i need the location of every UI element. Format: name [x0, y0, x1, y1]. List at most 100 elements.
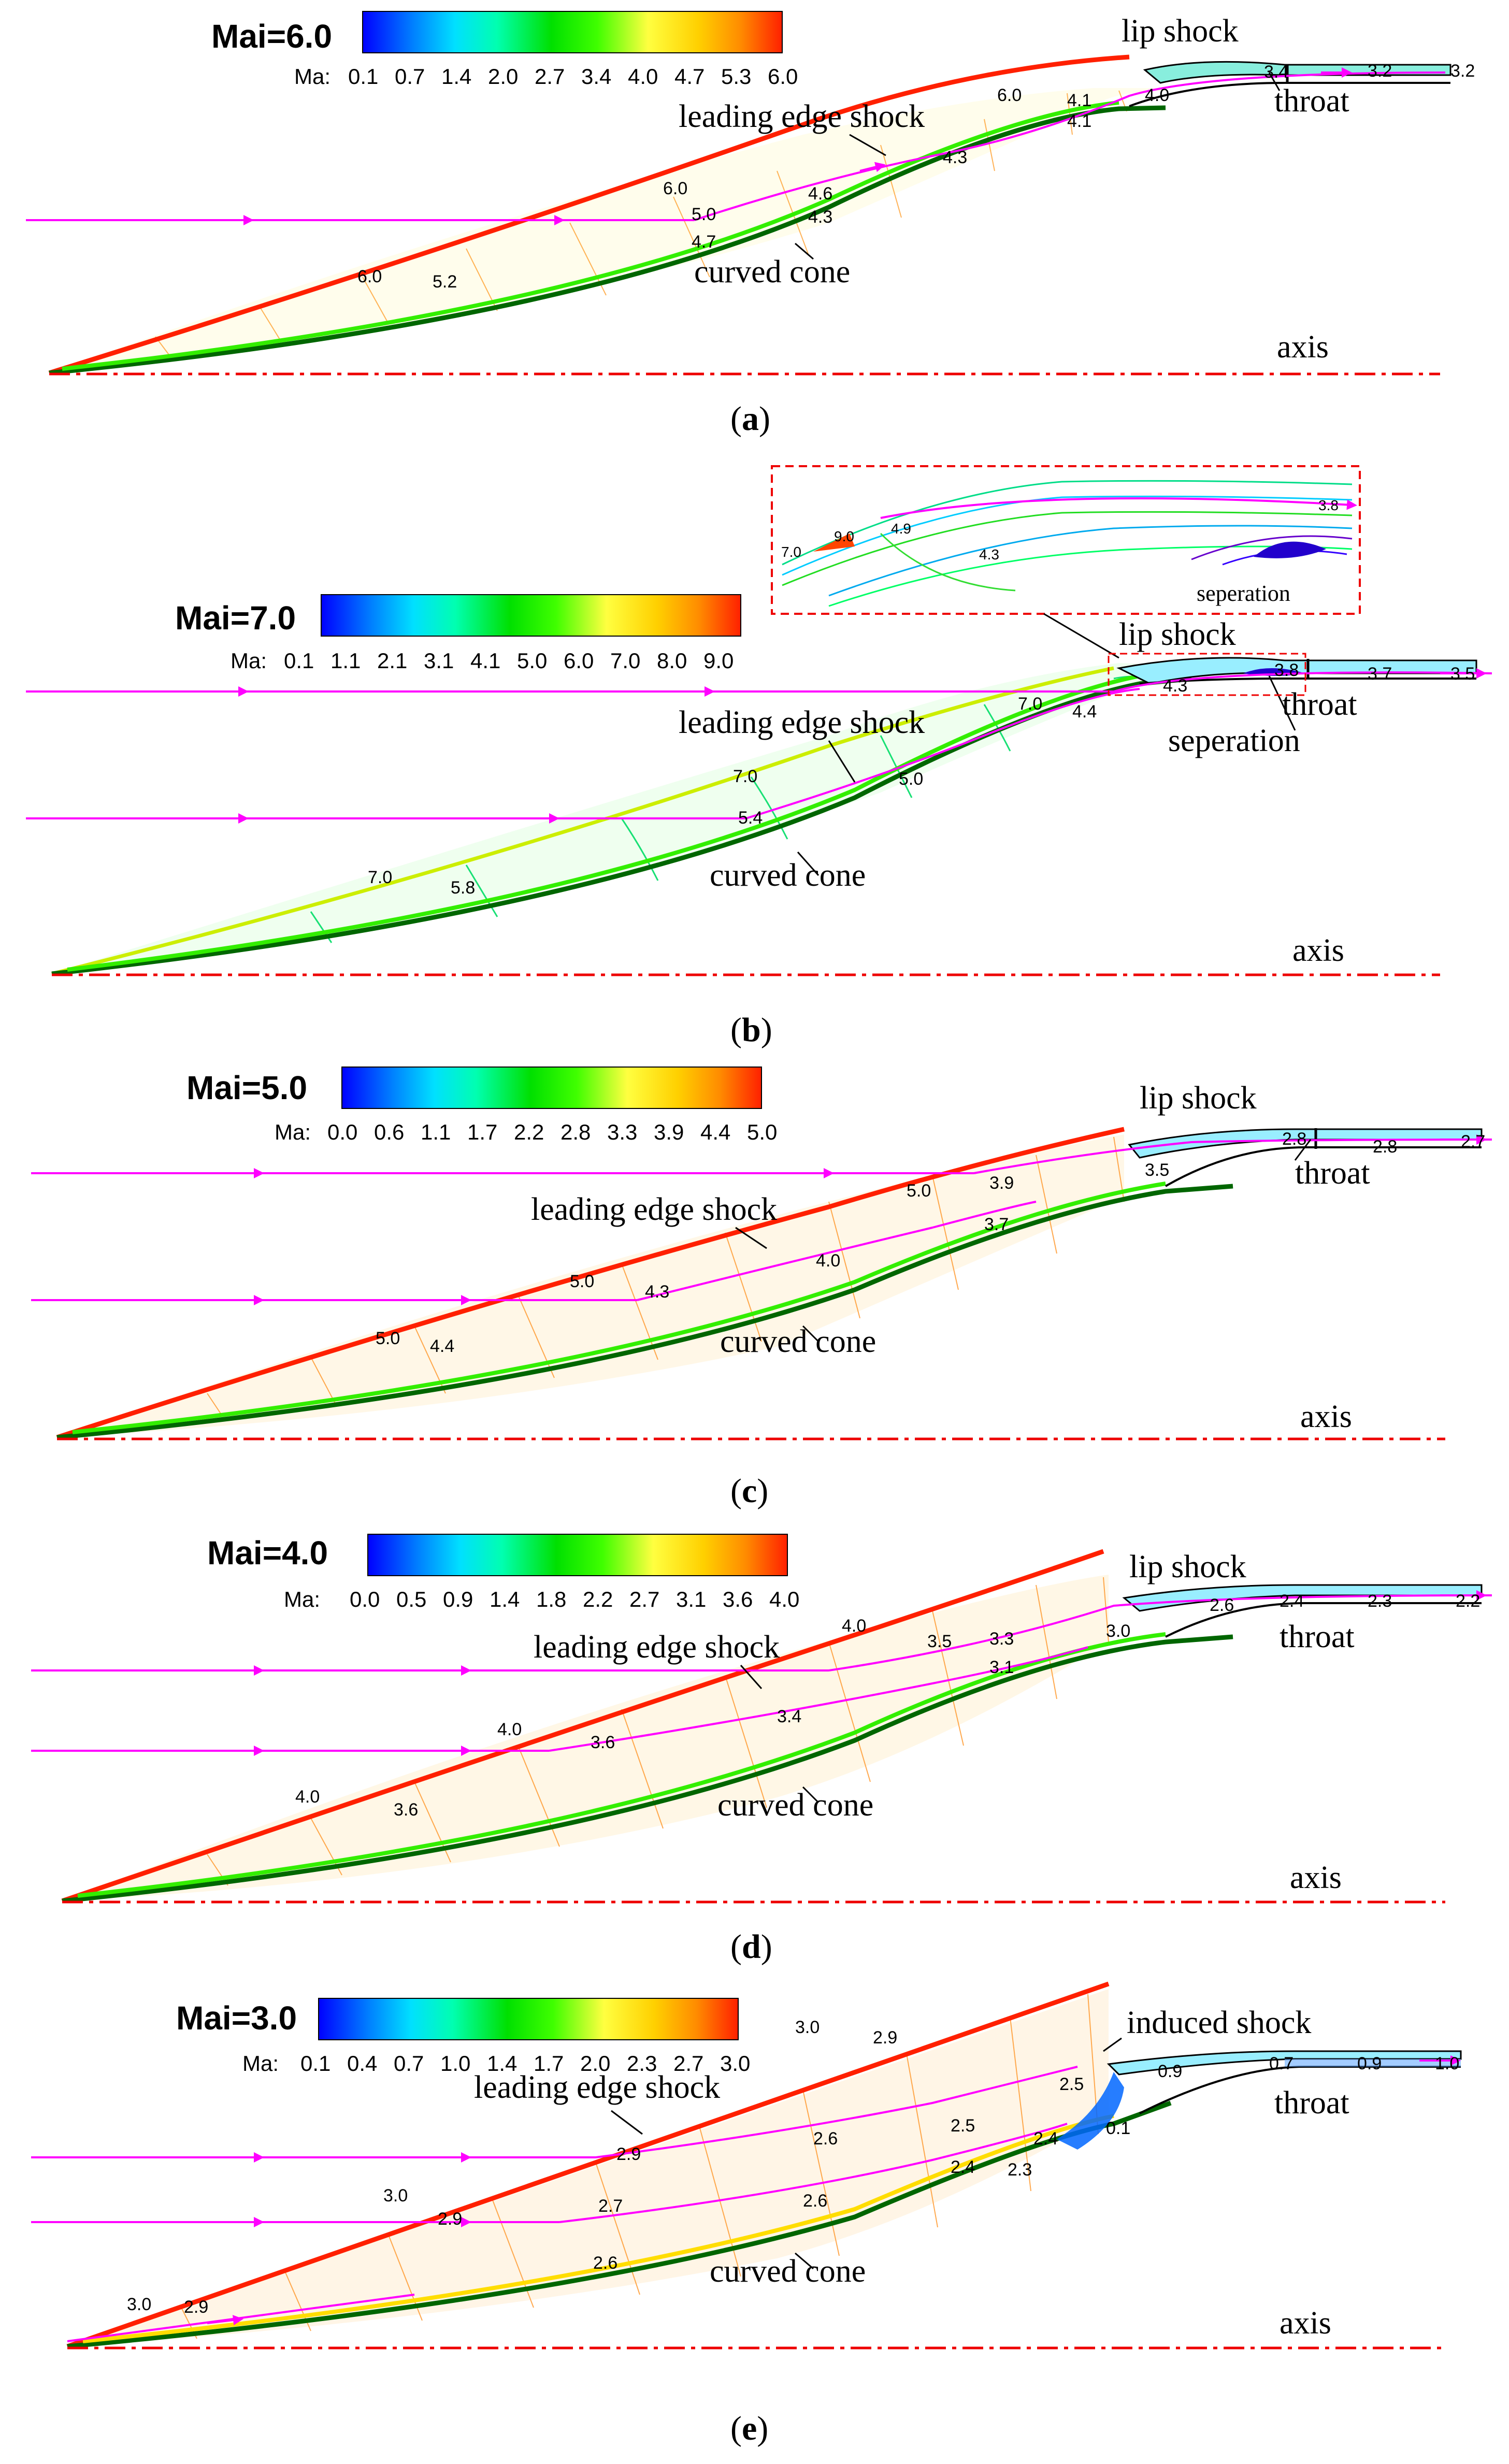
streamlines: [31, 2055, 1461, 2342]
tick: 4.7: [674, 64, 705, 89]
tick: 0.1: [284, 649, 314, 673]
ma-label: Ma:: [294, 64, 330, 89]
annotation-curved-cone: curved cone: [710, 2254, 866, 2289]
flow-region: [62, 1575, 1109, 1901]
inset-source-box: [1108, 653, 1306, 696]
mach-value-labels: 6.0 5.2 6.0 5.0 4.7 4.6 4.3 4.3 6.0 4.1 …: [357, 61, 1475, 292]
annotation-separation: seperation: [1168, 723, 1300, 758]
tick: 9.0: [703, 649, 734, 673]
leading-edge-shock-line: [51, 666, 1114, 976]
mach-value: 5.0: [907, 1181, 931, 1201]
tick: 2.0: [580, 2051, 610, 2076]
mach-value: 5.2: [433, 272, 457, 292]
mach-value: 2.5: [951, 2116, 975, 2136]
tick: 2.0: [488, 64, 518, 89]
tick: 1.4: [441, 64, 471, 89]
inset-value-labels: 7.0 9.0 4.9 4.3 3.8: [781, 497, 1339, 563]
mach-value: 3.2: [1450, 61, 1475, 81]
mach-value-labels: 7.0 5.8 7.0 5.4 5.0 7.0 4.4 4.3 3.8 3.7 …: [368, 660, 1475, 898]
mach-value: 5.0: [899, 769, 923, 789]
mach-value: 2.4: [951, 2157, 975, 2177]
pointer-line: [1103, 2037, 1122, 2052]
mach-value: 3.8: [1318, 497, 1339, 513]
pointer-line: [802, 1786, 820, 1804]
annotation-lip-shock: lip shock: [1129, 1549, 1246, 1584]
annotation-throat: throat: [1295, 1156, 1370, 1191]
mach-value: 4.0: [295, 1787, 320, 1807]
mach-value: 4.1: [1067, 91, 1091, 110]
colorbar-ticks: 0.1 0.7 1.4 2.0 2.7 3.4 4.0 4.7 5.3 6.0: [348, 64, 798, 89]
mach-value: 3.7: [984, 1215, 1009, 1234]
mach-value: 2.6: [813, 2129, 838, 2149]
mach-value: 3.5: [1145, 1160, 1169, 1180]
mach-value: 2.4: [1280, 1591, 1304, 1611]
inset-shock-region: [813, 534, 855, 552]
mach-value: 2.7: [1461, 1132, 1485, 1151]
contour-lines: [207, 1136, 1125, 1417]
mach-value: 4.0: [816, 1251, 840, 1271]
mach-value: 4.3: [979, 546, 999, 563]
mach-value: 3.4: [1264, 62, 1288, 82]
annotation-axis: axis: [1300, 1399, 1352, 1434]
mach-value: 5.4: [738, 808, 763, 828]
tick: 0.1: [300, 2051, 330, 2076]
mai-label: Mai=7.0: [175, 599, 296, 637]
induced-shock-region: [1057, 2072, 1124, 2150]
mach-value: 2.6: [1210, 1595, 1234, 1615]
duct-lower-wall: [1139, 2066, 1461, 2114]
mai-label: Mai=6.0: [211, 18, 332, 55]
curved-cone-wall: [51, 676, 1192, 976]
mach-value: 6.0: [357, 267, 382, 286]
mach-value: 2.6: [803, 2191, 827, 2211]
tick: 2.2: [514, 1120, 544, 1144]
tick: 6.0: [564, 649, 594, 673]
pointer-line: [1294, 1139, 1312, 1161]
cowl-lip: [1143, 61, 1451, 84]
mach-value: 3.7: [1368, 664, 1392, 684]
mach-value: 3.3: [989, 1629, 1014, 1649]
mach-value: 3.9: [989, 1173, 1014, 1193]
tick: 1.4: [487, 2051, 517, 2076]
pointer-line: [795, 242, 814, 260]
panel-b: 7.0 9.0 4.9 4.3 3.8 seperation Mai=7.0 M…: [26, 465, 1492, 1049]
annotation-axis: axis: [1290, 1860, 1342, 1895]
panel-e: Mai=3.0 Ma: 0.1 0.4 0.7 1.0 1.4 1.7 2.0 …: [31, 1981, 1462, 2447]
mach-value: 3.6: [591, 1733, 615, 1752]
mach-value: 0.7: [1269, 2054, 1294, 2073]
pointer-line: [735, 1227, 767, 1249]
flow-region: [57, 1134, 1124, 1437]
tick: 2.3: [627, 2051, 657, 2076]
tick: 0.9: [443, 1587, 473, 1611]
mai-label: Mai=5.0: [186, 1069, 307, 1106]
mach-value: 5.0: [692, 205, 716, 224]
annotation-leading-edge-shock: leading edge shock: [531, 1192, 777, 1227]
tick: 0.5: [396, 1587, 426, 1611]
mach-value: 4.0: [1145, 85, 1169, 105]
duct-lower-wall: [1165, 1146, 1482, 1187]
pointer-line: [1268, 72, 1281, 91]
tick: 0.1: [348, 64, 378, 89]
tick: 0.7: [394, 2051, 424, 2076]
mach-value: 3.5: [1450, 664, 1475, 684]
annotation-leading-edge-shock: leading edge shock: [534, 1630, 780, 1665]
curved-cone-wall: [56, 1184, 1233, 1440]
mach-value: 2.8: [1373, 1137, 1397, 1157]
mach-value: 0.9: [1357, 2054, 1382, 2073]
duct-lower-wall: [1129, 82, 1450, 107]
colorbar: [367, 1534, 788, 1576]
leading-edge-shock-line: [61, 1549, 1104, 1904]
mach-value: 4.7: [692, 232, 716, 252]
panel-a: Mai=6.0 Ma: 0.1 0.7 1.4 2.0 2.7 3.4 4.0 …: [26, 11, 1475, 438]
ma-label: Ma:: [231, 649, 267, 673]
mach-value: 4.6: [808, 184, 832, 204]
mach-value: 0.9: [1158, 2062, 1182, 2081]
cowl-lip: [1106, 2050, 1462, 2076]
colorbar: [321, 594, 741, 637]
cowl-lip: [1116, 657, 1477, 685]
annotation-lip-shock: lip shock: [1119, 617, 1236, 652]
pointer-line: [611, 2110, 643, 2135]
annotation-lip-shock: lip shock: [1140, 1080, 1257, 1116]
tick: 0.0: [350, 1587, 380, 1611]
tick: 2.1: [377, 649, 407, 673]
